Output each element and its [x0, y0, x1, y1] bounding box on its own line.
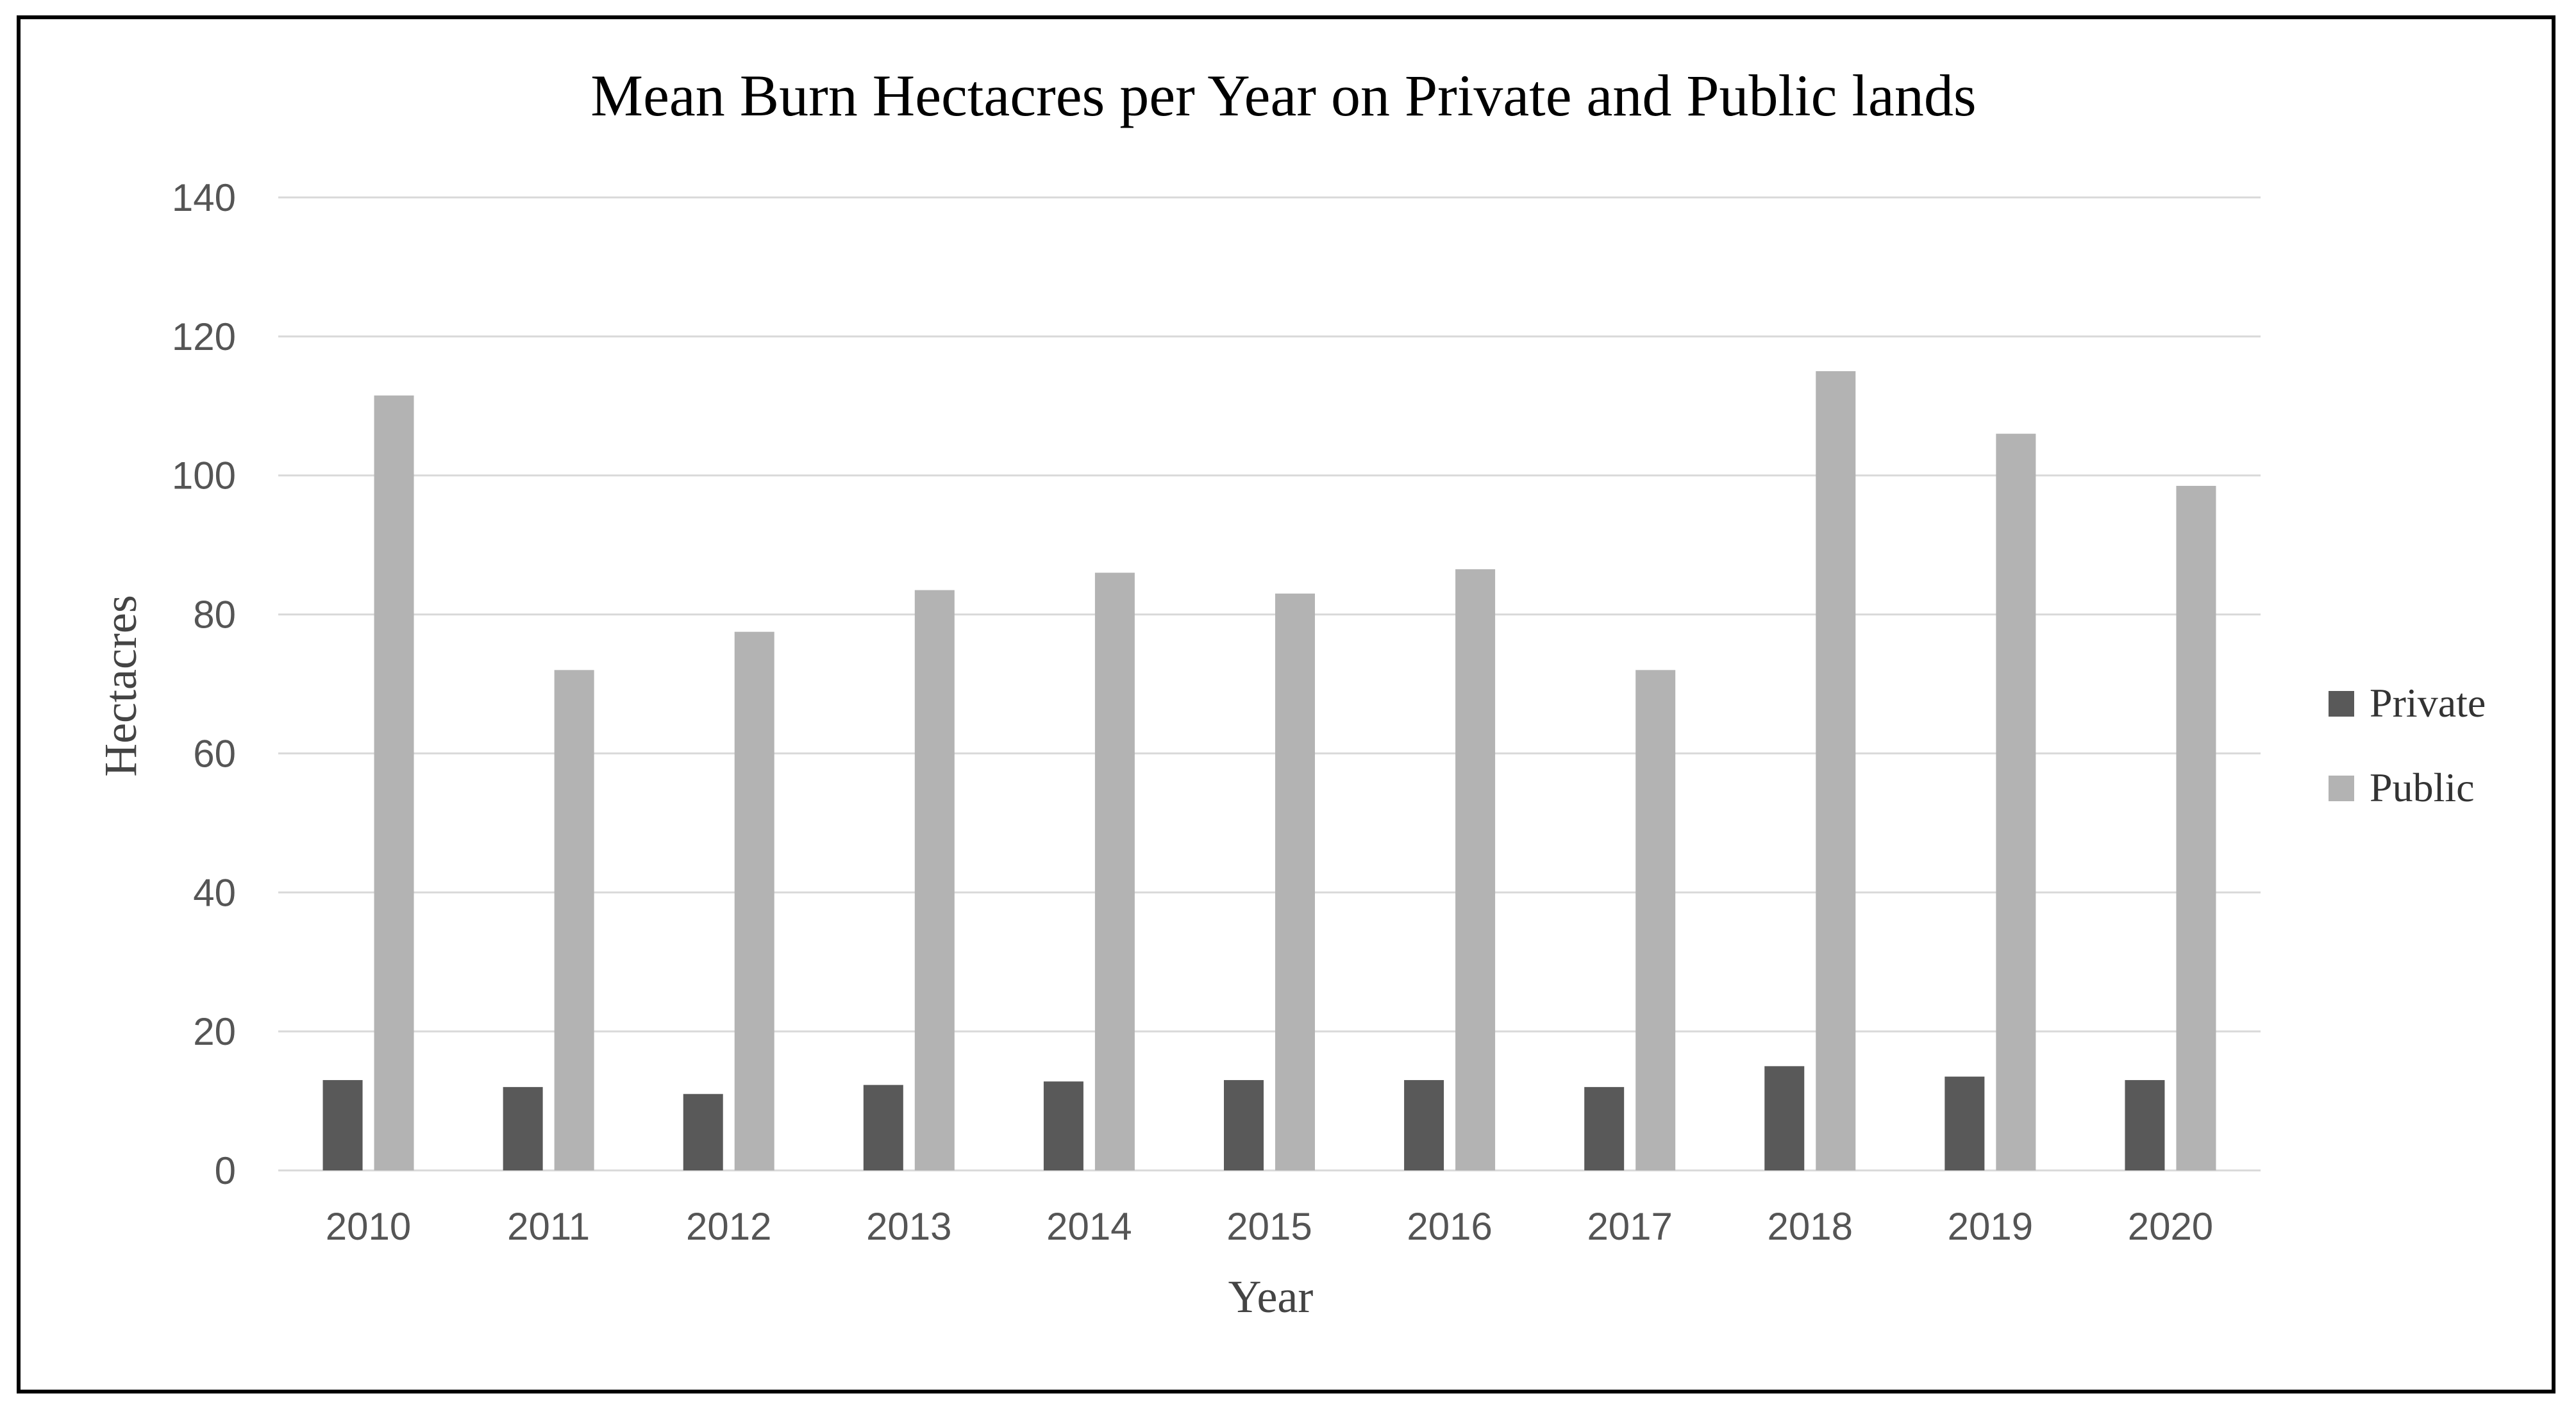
bar-private-2020 — [2125, 1080, 2165, 1170]
bar-private-2013 — [863, 1085, 903, 1170]
x-tick-label: 2018 — [1768, 1205, 1853, 1248]
bar-public-2018 — [1816, 371, 1856, 1170]
legend-swatch-public — [2329, 776, 2354, 801]
x-tick-label: 2015 — [1226, 1205, 1312, 1248]
legend-label-public: Public — [2370, 765, 2475, 810]
bar-public-2010 — [374, 395, 414, 1170]
x-tick-label: 2013 — [866, 1205, 951, 1248]
legend: Private Public — [2329, 680, 2486, 810]
x-tick-label: 2010 — [326, 1205, 411, 1248]
y-tick-label: 80 — [193, 594, 236, 636]
y-tick-label: 140 — [172, 176, 236, 219]
x-tick-label: 2017 — [1587, 1205, 1672, 1248]
x-axis-title: Year — [1228, 1271, 1314, 1322]
bar-public-2017 — [1635, 670, 1676, 1170]
bar-public-2013 — [914, 590, 955, 1170]
bars-layer — [322, 371, 2216, 1171]
legend-label-private: Private — [2370, 680, 2486, 726]
x-tick-label: 2014 — [1046, 1205, 1132, 1248]
bar-private-2012 — [683, 1094, 723, 1170]
bar-public-2016 — [1455, 569, 1496, 1170]
y-axis-ticks: 0 20 40 60 80 100 120 140 — [172, 176, 236, 1192]
y-axis-title: Hectacres — [95, 595, 146, 777]
x-tick-label: 2016 — [1407, 1205, 1492, 1248]
x-tick-label: 2011 — [507, 1205, 590, 1248]
x-tick-label: 2019 — [1948, 1205, 2033, 1248]
bar-private-2019 — [1945, 1076, 1985, 1170]
bar-private-2010 — [322, 1080, 363, 1170]
bar-public-2014 — [1094, 572, 1135, 1170]
bar-public-2019 — [1996, 433, 2036, 1170]
bar-private-2015 — [1224, 1080, 1264, 1170]
chart-title: Mean Burn Hectacres per Year on Private … — [590, 63, 1976, 128]
y-tick-label: 100 — [172, 454, 236, 497]
bar-private-2014 — [1043, 1081, 1083, 1170]
x-tick-label: 2020 — [2128, 1205, 2213, 1248]
bar-public-2015 — [1275, 594, 1315, 1170]
x-tick-label: 2012 — [686, 1205, 771, 1248]
chart-frame: Mean Burn Hectacres per Year on Private … — [17, 15, 2555, 1393]
x-axis-ticks: 2010 2011 2012 2013 2014 2015 2016 2017 2018 2019… — [326, 1205, 2213, 1248]
y-tick-label: 120 — [172, 315, 236, 358]
chart-svg: Mean Burn Hectacres per Year on Private … — [95, 63, 2486, 1322]
bar-private-2016 — [1404, 1080, 1444, 1170]
bar-public-2012 — [734, 631, 774, 1170]
bar-private-2018 — [1764, 1066, 1805, 1170]
y-tick-label: 20 — [193, 1010, 236, 1053]
bar-public-2011 — [554, 670, 594, 1170]
y-tick-label: 60 — [193, 732, 236, 775]
grid-layer — [278, 196, 2261, 1172]
bar-public-2020 — [2176, 485, 2216, 1171]
legend-swatch-private — [2329, 691, 2354, 717]
y-tick-label: 0 — [215, 1149, 236, 1192]
bar-private-2017 — [1584, 1086, 1625, 1170]
bar-private-2011 — [503, 1086, 543, 1170]
y-tick-label: 40 — [193, 871, 236, 914]
